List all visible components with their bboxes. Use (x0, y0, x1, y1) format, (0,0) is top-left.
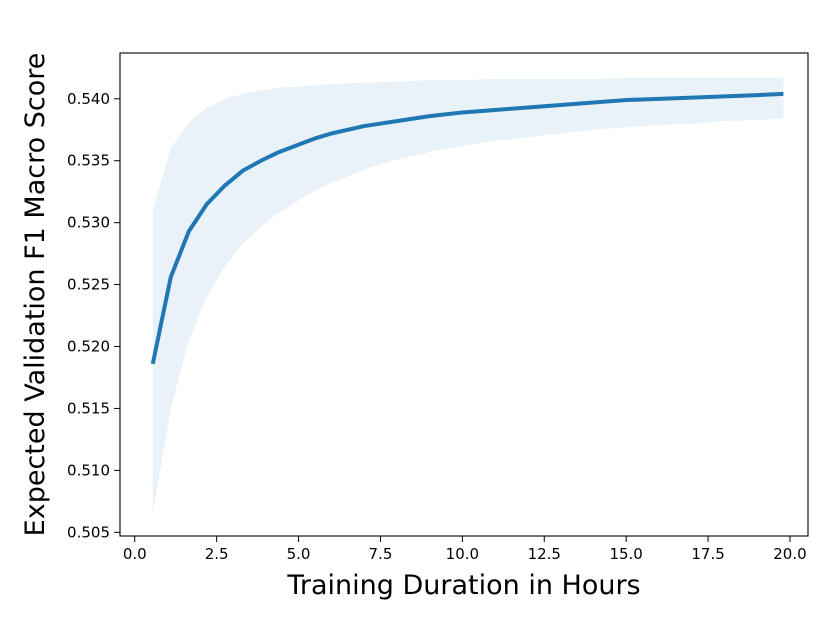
x-tick-label: 7.5 (369, 545, 393, 563)
y-tick-label: 0.505 (67, 523, 110, 541)
series-line (150, 91, 784, 365)
y-tick-label: 0.540 (67, 90, 110, 108)
y-tick-label: 0.520 (67, 338, 110, 356)
plot-frame (119, 52, 809, 537)
y-tick-label: 0.535 (67, 152, 110, 170)
x-tick-label: 0.0 (123, 545, 147, 563)
x-tick-label: 5.0 (287, 545, 311, 563)
y-tick-label: 0.525 (67, 276, 110, 294)
x-tick-label: 17.5 (691, 545, 724, 563)
x-axis-label: Training Duration in Hours (286, 570, 640, 601)
confidence-band (152, 77, 784, 513)
x-tick-label: 12.5 (528, 545, 561, 563)
x-tick-label: 10.0 (446, 545, 479, 563)
y-tick-label: 0.530 (67, 214, 110, 232)
y-tick-label: 0.510 (67, 461, 110, 479)
x-tick-label: 20.0 (773, 545, 806, 563)
x-tick-label: 2.5 (205, 545, 229, 563)
y-axis-label: Expected Validation F1 Macro Score (20, 53, 51, 537)
y-tick-label: 0.515 (67, 399, 110, 417)
x-tick-label: 15.0 (609, 545, 642, 563)
